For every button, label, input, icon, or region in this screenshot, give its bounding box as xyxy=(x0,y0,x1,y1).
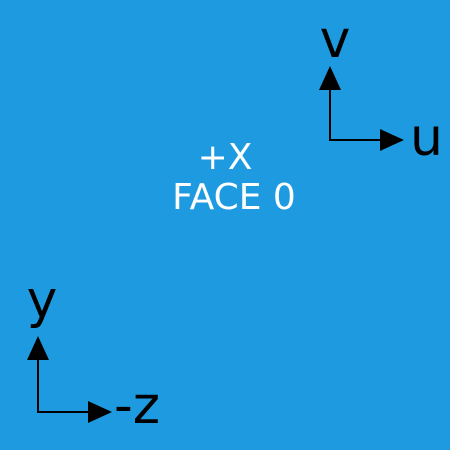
neg-z-axis-arrowhead xyxy=(88,401,112,423)
u-axis-arrowhead xyxy=(380,129,404,151)
y-axis-label: y xyxy=(26,270,58,330)
face-axis-label: +X xyxy=(197,137,253,178)
uv-axes xyxy=(319,66,404,151)
v-axis-label: v xyxy=(319,10,351,70)
world-axes xyxy=(27,336,112,423)
u-axis-label: u xyxy=(410,108,443,168)
face-index-label: FACE 0 xyxy=(172,177,296,218)
y-axis-arrowhead xyxy=(27,336,49,360)
v-axis-arrowhead xyxy=(319,66,341,90)
neg-z-axis-label: -z xyxy=(114,376,161,436)
